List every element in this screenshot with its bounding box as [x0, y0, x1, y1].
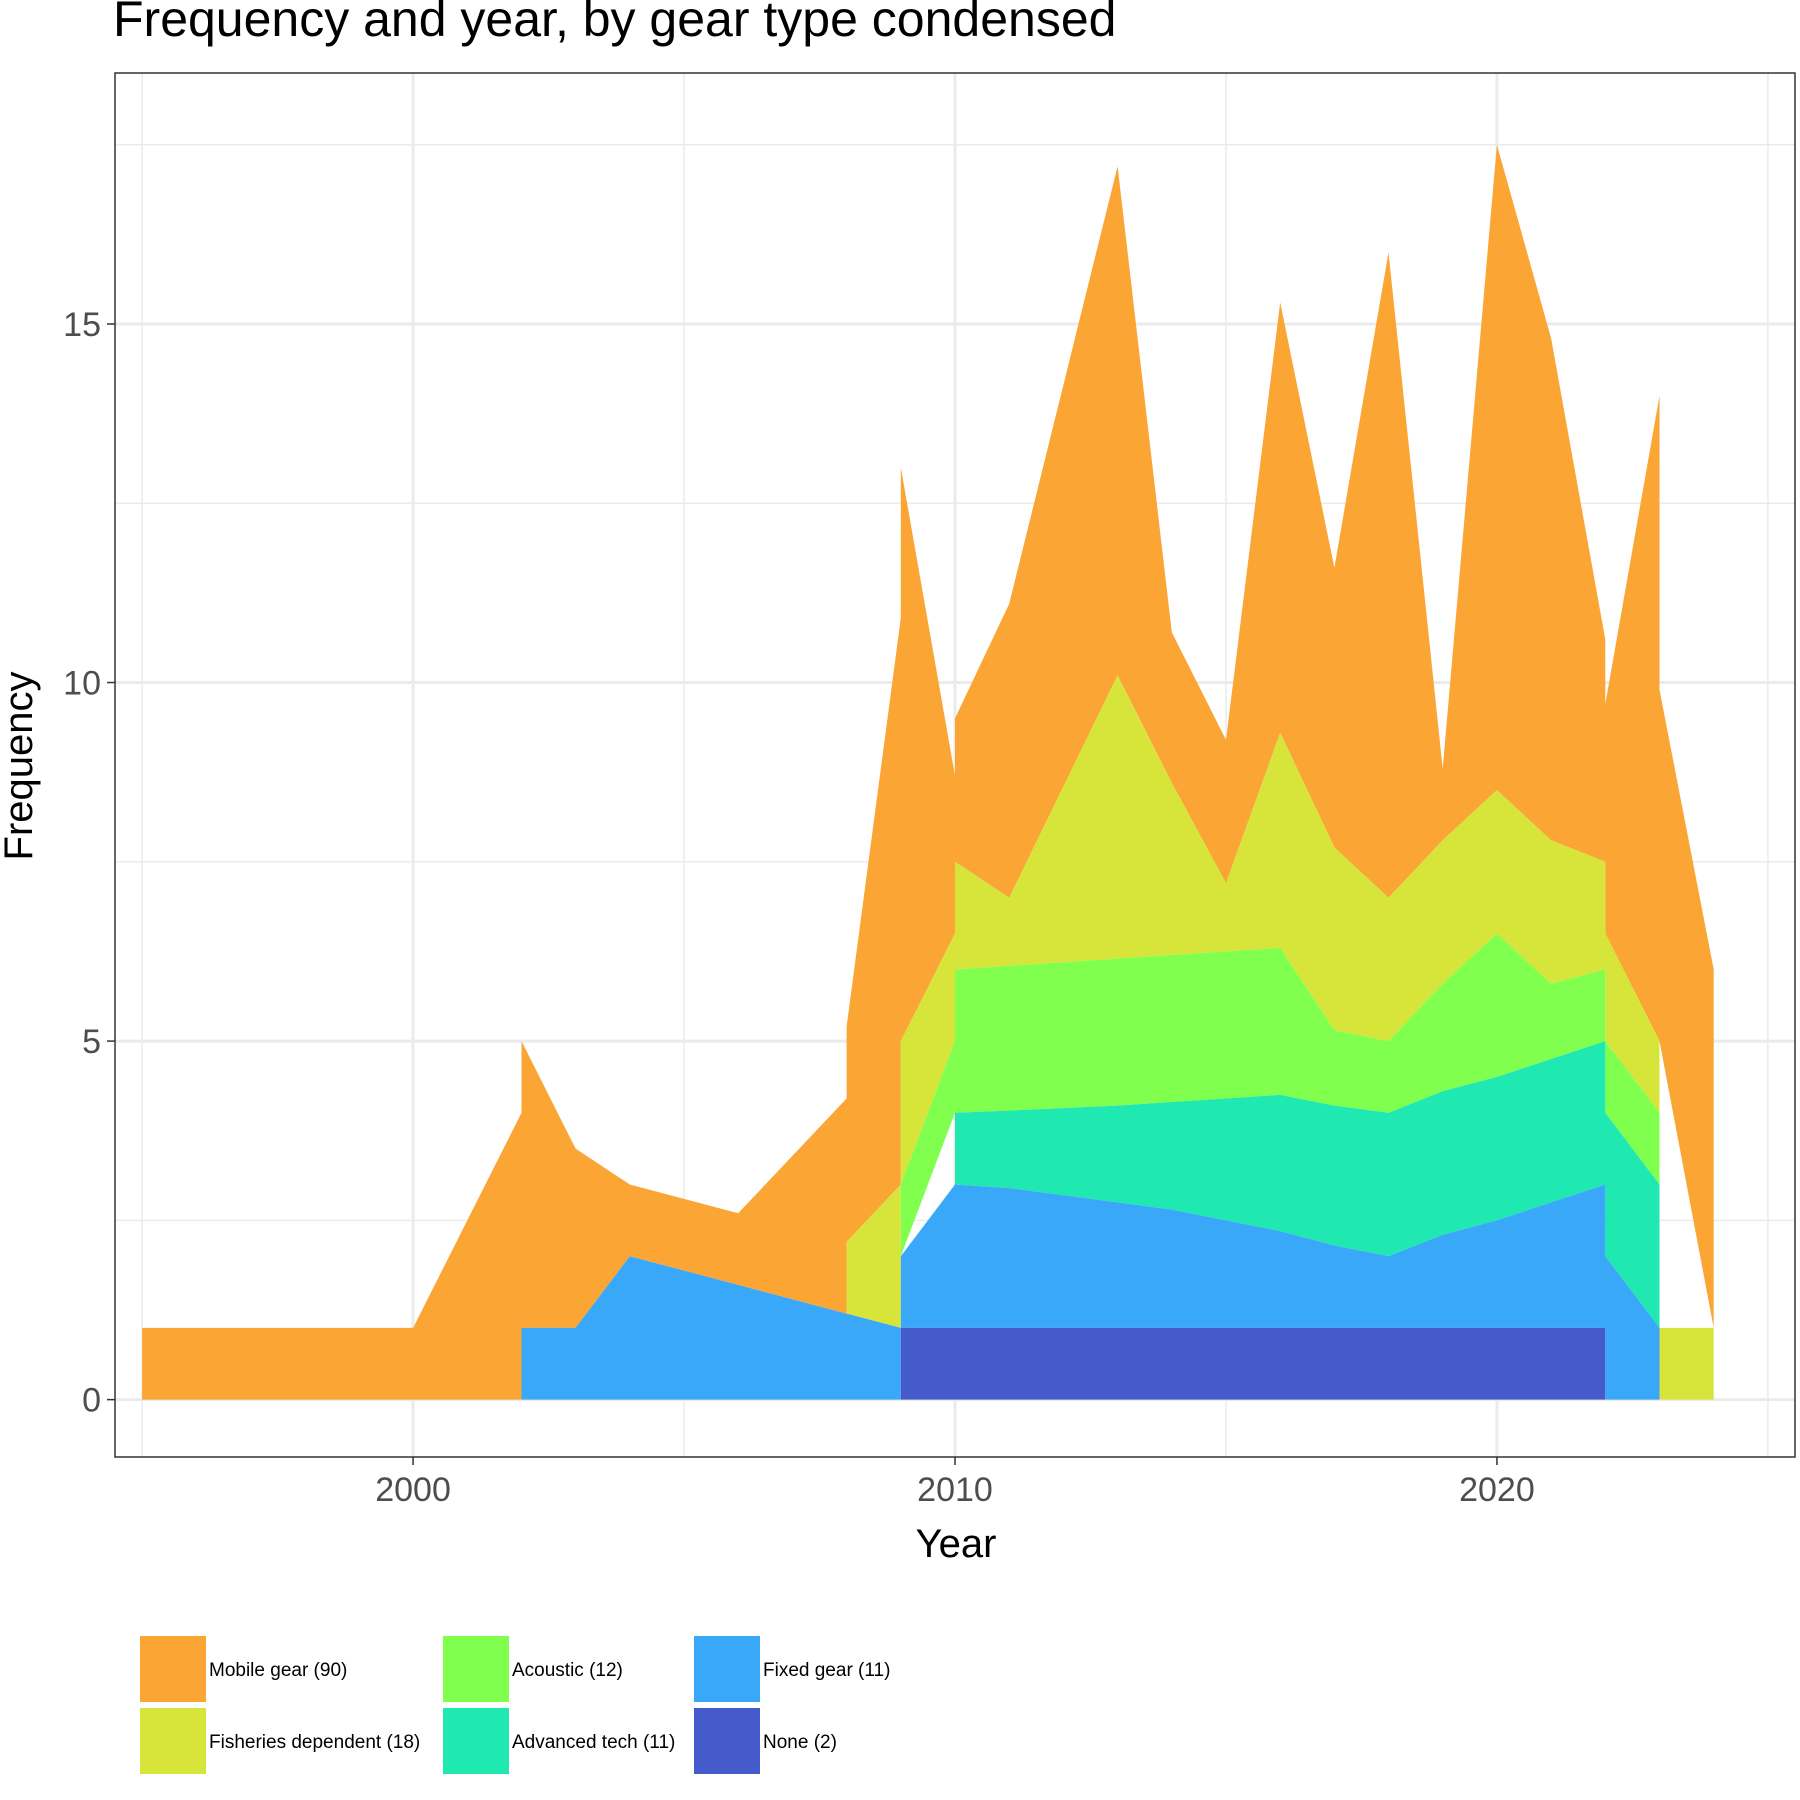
y-tick-label: 0: [82, 1382, 101, 1420]
legend-label: Fisheries dependent (18): [209, 1732, 420, 1753]
legend-item: Acoustic (12): [443, 1636, 623, 1702]
area-series-2: [900, 933, 1660, 1257]
legend-item: Advanced tech (11): [443, 1708, 675, 1774]
legend-label: Mobile gear (90): [209, 1660, 347, 1681]
area-series-0: [142, 144, 1714, 1400]
legend-swatch: [694, 1636, 760, 1702]
y-axis-title: Frequency: [0, 672, 41, 861]
y-tick-label: 15: [63, 306, 101, 344]
x-tick-label: 2010: [917, 1471, 993, 1509]
legend-label: Advanced tech (11): [512, 1732, 675, 1753]
legend-label: Fixed gear (11): [763, 1660, 890, 1681]
legend-swatch: [140, 1708, 206, 1774]
series-areas: [142, 144, 1714, 1400]
x-axis: 2000 2010 2020: [375, 1457, 1535, 1509]
y-tick-label: 5: [82, 1023, 101, 1061]
legend-label: None (2): [763, 1732, 837, 1753]
legend-swatch: [140, 1636, 206, 1702]
y-tick-label: 10: [63, 665, 101, 703]
x-tick-label: 2000: [375, 1471, 451, 1509]
legend-swatch: [443, 1708, 509, 1774]
y-axis: 0 5 10 15: [63, 306, 115, 1420]
legend-item: None (2): [694, 1708, 837, 1774]
x-tick-label: 2020: [1459, 1471, 1535, 1509]
plot-panel: [114, 72, 1796, 1458]
legend-swatch: [694, 1708, 760, 1774]
legend-item: Fisheries dependent (18): [140, 1708, 420, 1774]
x-axis-title: Year: [916, 1522, 997, 1566]
legend-item: Mobile gear (90): [140, 1636, 347, 1702]
legend: Mobile gear (90) Fisheries dependent (18)…: [140, 1636, 890, 1774]
area-series-1: [846, 675, 1714, 1400]
area-series-4: [521, 1184, 1660, 1400]
area-series-3: [955, 1041, 1660, 1328]
chart-title: Frequency and year, by gear type condens…: [113, 0, 1116, 47]
area-series-5: [900, 1327, 1606, 1400]
legend-item: Fixed gear (11): [694, 1636, 890, 1702]
legend-label: Acoustic (12): [512, 1660, 623, 1681]
legend-swatch: [443, 1636, 509, 1702]
